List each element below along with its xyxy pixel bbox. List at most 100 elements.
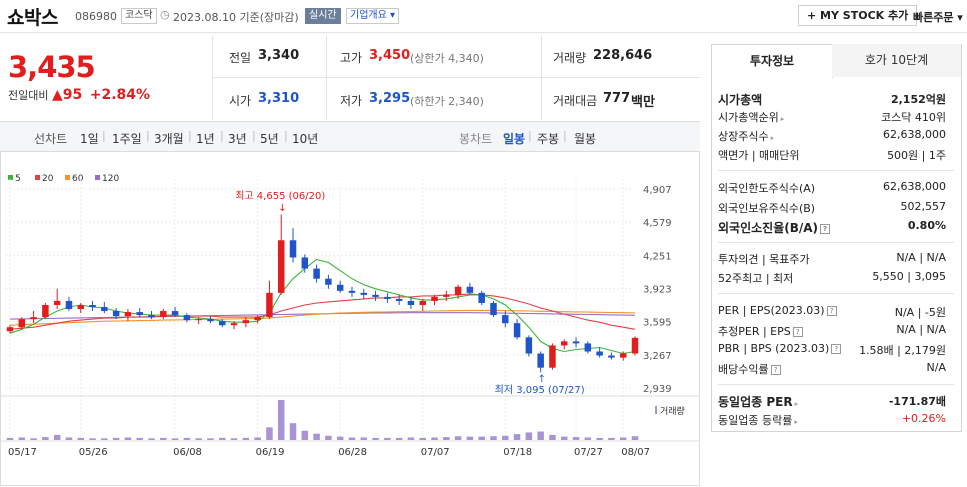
change-percent: +2.84% xyxy=(89,87,151,103)
range-3m[interactable]: 3개월 xyxy=(154,132,184,146)
price-change: 전일대비 ▲95 +2.84% xyxy=(8,87,150,103)
week52-range-label: 52주최고 | 최저 xyxy=(718,272,794,285)
volume-bar xyxy=(502,435,509,440)
separator: | xyxy=(188,129,192,142)
volume-bar xyxy=(112,437,120,440)
y-tick-label: 3,923 xyxy=(643,285,672,296)
candle-body xyxy=(372,294,379,297)
price-chart[interactable]: 5 20 60 120 4,907 4,579 4,251 3,923 3,595 3,267 2,… xyxy=(0,151,700,487)
my-stock-add-button[interactable]: + MY STOCK 추가 xyxy=(798,5,918,26)
range-1d[interactable]: 1일 xyxy=(80,132,99,146)
candle-body xyxy=(584,343,592,352)
volume-bar xyxy=(89,438,96,440)
legend-swatch xyxy=(8,175,13,180)
divider xyxy=(212,77,700,78)
candle-body xyxy=(277,240,285,293)
info-row-pbr-bps: PBR | BPS (2023.03)? 1.58배 | 2,179원 xyxy=(718,342,946,358)
y-tick-label: 2,939 xyxy=(643,384,672,395)
week52-range-value: 5,550 | 3,095 xyxy=(872,270,946,283)
range-5y[interactable]: 5년 xyxy=(260,132,279,146)
arrow-icon: ▸ xyxy=(770,134,775,142)
candle-chart-label: 봉차트 xyxy=(459,132,493,146)
candle-body xyxy=(360,292,368,295)
candle-body xyxy=(65,300,73,310)
investment-opinion-label: 투자의견 | 목표주가 xyxy=(718,253,810,266)
dividend-yield-label: 배당수익률 xyxy=(718,363,769,376)
legend-label-5: 5 xyxy=(15,174,21,184)
info-row-listed-shares: 상장주식수 ▸ 62,638,000 xyxy=(718,128,946,144)
help-icon[interactable]: ? xyxy=(826,306,837,316)
candle-body xyxy=(561,341,568,346)
separator: | xyxy=(146,129,150,142)
candle-body xyxy=(325,278,332,285)
upper-limit: (상한가 4,340) xyxy=(410,52,484,65)
volume-bar xyxy=(207,438,214,440)
volume-bar xyxy=(148,438,155,440)
volume-bar xyxy=(395,437,403,440)
help-icon[interactable]: ? xyxy=(831,344,842,354)
candle-body xyxy=(478,292,485,303)
realtime-badge[interactable]: 실시간 xyxy=(305,8,341,24)
candle-daily[interactable]: 일봉 xyxy=(503,132,526,146)
candle-body xyxy=(77,304,84,310)
foreign-ratio-label: 외국인소진율(B/A) xyxy=(718,221,819,235)
divider xyxy=(718,242,954,243)
volume-bar xyxy=(289,423,297,440)
par-value-label: 액면가 | 매매단위 xyxy=(718,149,800,162)
candle-body xyxy=(289,240,297,258)
volume-bar xyxy=(18,437,26,440)
help-icon[interactable]: ? xyxy=(820,223,831,234)
range-3y[interactable]: 3년 xyxy=(228,132,247,146)
candle-body xyxy=(490,302,497,316)
volume-bar xyxy=(195,438,202,440)
volume-bar xyxy=(136,437,143,440)
candle-body xyxy=(419,300,426,305)
range-1w[interactable]: 1주일 xyxy=(112,132,142,146)
volume-bar xyxy=(325,435,332,440)
volume-bar xyxy=(313,433,320,440)
tab-invest-info[interactable]: 투자정보 xyxy=(712,45,833,78)
x-tick-label: 07/27 xyxy=(574,447,603,458)
legend-label-60: 60 xyxy=(72,174,84,184)
company-overview-button[interactable]: 기업개요 ▾ xyxy=(346,8,399,24)
foreign-holding-label: 외국인보유주식수(B) xyxy=(718,202,816,215)
industry-change-rate-label: 동일업종 등락률 xyxy=(718,414,793,427)
range-10y[interactable]: 10년 xyxy=(292,132,319,146)
candle-body xyxy=(219,321,226,326)
volume-bar xyxy=(277,400,285,440)
candle-monthly[interactable]: 월봉 xyxy=(574,132,597,146)
help-icon[interactable]: ? xyxy=(770,365,781,375)
volume-bar xyxy=(384,437,391,440)
divider xyxy=(326,36,327,120)
candle-body xyxy=(301,257,309,269)
volume-bar xyxy=(336,436,344,440)
volume-bar xyxy=(431,437,438,440)
candle-body xyxy=(101,307,108,312)
change-label: 전일대비 xyxy=(8,89,49,102)
candle-body xyxy=(608,355,615,358)
volume-bar xyxy=(124,437,132,440)
tab-orderbook[interactable]: 호가 10단계 xyxy=(832,44,961,77)
candle-body xyxy=(30,317,37,320)
divider xyxy=(718,170,954,171)
arrow-icon: ▸ xyxy=(794,418,798,426)
candle-weekly[interactable]: 주봉 xyxy=(537,132,560,146)
low-value: 3,295 xyxy=(369,91,411,106)
volume-bar xyxy=(525,432,533,440)
volume-bar xyxy=(419,437,426,440)
par-value-value: 500원 | 1주 xyxy=(887,149,946,162)
volume-bar xyxy=(171,438,179,440)
volume-bar xyxy=(619,437,627,440)
volume-bar xyxy=(254,437,261,440)
pbr-bps-value: 1.58배 | 2,179원 xyxy=(859,344,946,357)
quick-order-button[interactable]: 빠른주문 ▾ xyxy=(913,11,963,24)
lower-limit: (하한가 2,340) xyxy=(410,95,484,108)
range-1y[interactable]: 1년 xyxy=(196,132,215,146)
listed-shares-value: 62,638,000 xyxy=(883,128,946,141)
volume-legend-swatch xyxy=(655,406,657,414)
help-icon[interactable]: ? xyxy=(792,327,803,337)
prev-label: 전일 xyxy=(229,51,252,65)
volume-bar xyxy=(160,437,167,440)
info-row-foreign-limit: 외국인한도주식수(A) 62,638,000 xyxy=(718,180,946,196)
chart-frame xyxy=(0,151,700,486)
